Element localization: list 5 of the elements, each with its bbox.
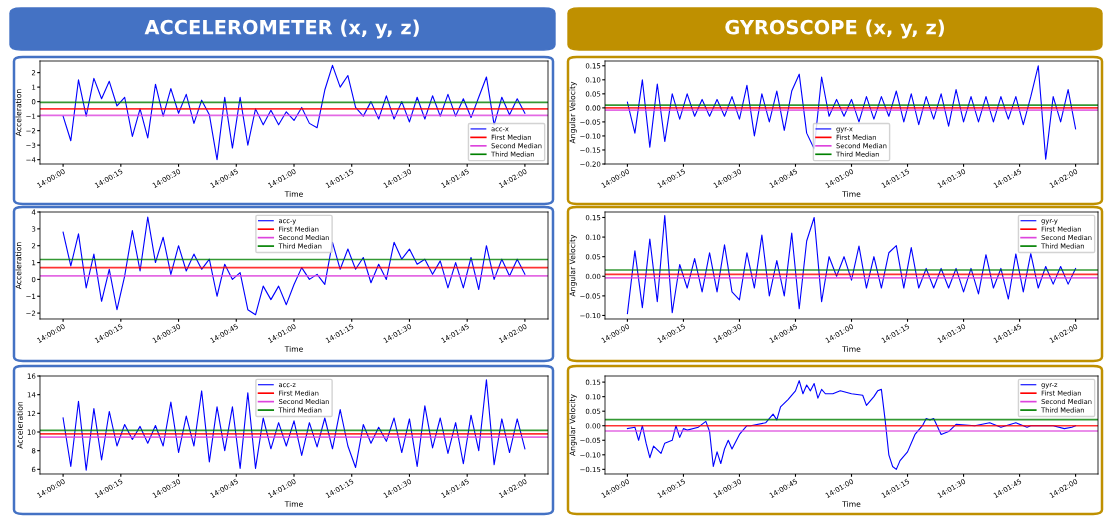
line-series <box>626 65 1077 160</box>
line-series <box>62 216 526 316</box>
line-series <box>62 379 526 471</box>
chart-title: ACCELEROMETER (x, y, z) <box>144 19 419 39</box>
chart-title: GYROSCOPE (x, y, z) <box>725 19 944 39</box>
